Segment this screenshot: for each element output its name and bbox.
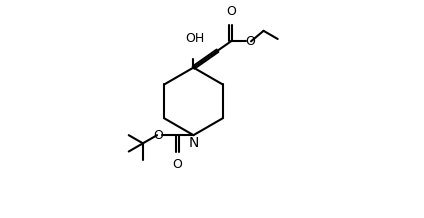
Text: OH: OH [185,32,204,45]
Text: O: O [172,158,182,171]
Text: N: N [188,136,199,150]
Text: O: O [245,35,255,48]
Text: O: O [226,5,236,19]
Text: O: O [153,129,163,142]
